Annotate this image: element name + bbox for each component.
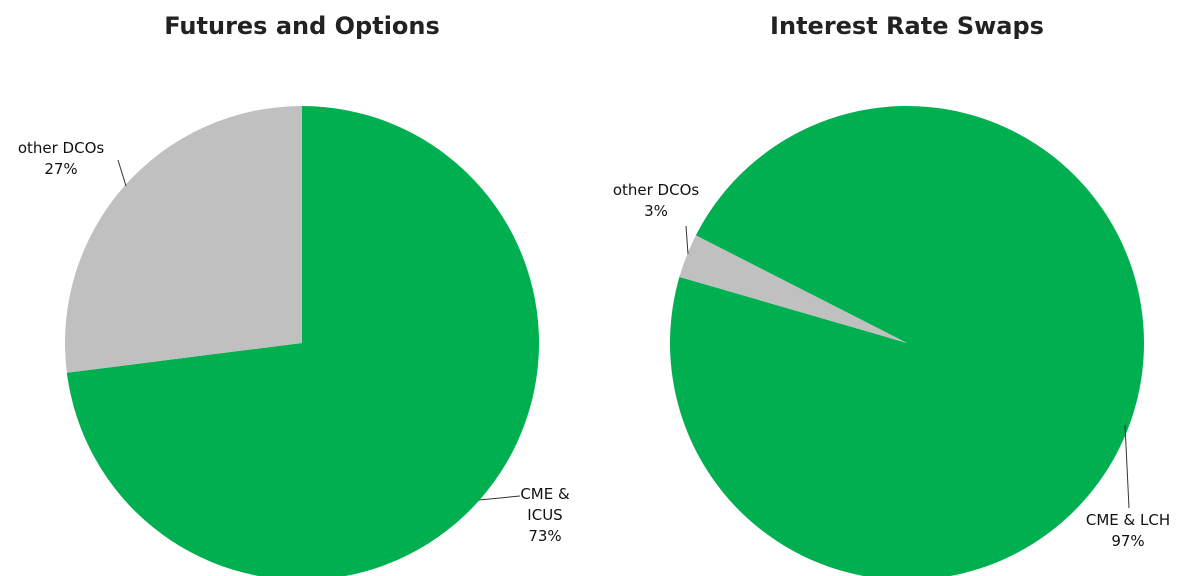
pie-slice bbox=[679, 235, 907, 343]
slice-label: other DCOs 27% bbox=[6, 138, 116, 180]
leader-line bbox=[1124, 424, 1130, 509]
slice-name: other DCOs bbox=[17, 139, 105, 157]
slice-name: CME & ICUS bbox=[520, 485, 570, 524]
pie-slice bbox=[64, 106, 302, 373]
slice-value: 97% bbox=[1111, 532, 1145, 550]
title-text: Interest Rate Swaps bbox=[770, 12, 1044, 40]
slice-value: 3% bbox=[644, 202, 668, 220]
slice-name: other DCOs bbox=[612, 181, 700, 199]
slice-value: 27% bbox=[44, 160, 78, 178]
title-text: Futures and Options bbox=[164, 12, 440, 40]
slice-label: CME & ICUS 73% bbox=[505, 484, 585, 547]
slice-label: other DCOs 3% bbox=[606, 180, 706, 222]
slice-label: CME & LCH 97% bbox=[1078, 510, 1178, 552]
leader-line bbox=[478, 495, 521, 501]
pie-slice bbox=[66, 106, 539, 576]
pie-slice bbox=[670, 106, 1144, 576]
chart-title: Futures and Options bbox=[52, 12, 552, 40]
leader-line bbox=[117, 159, 127, 187]
chart-title: Interest Rate Swaps bbox=[657, 12, 1157, 40]
slice-name: CME & LCH bbox=[1085, 511, 1171, 529]
leader-line bbox=[685, 225, 689, 255]
slice-value: 73% bbox=[528, 527, 562, 545]
